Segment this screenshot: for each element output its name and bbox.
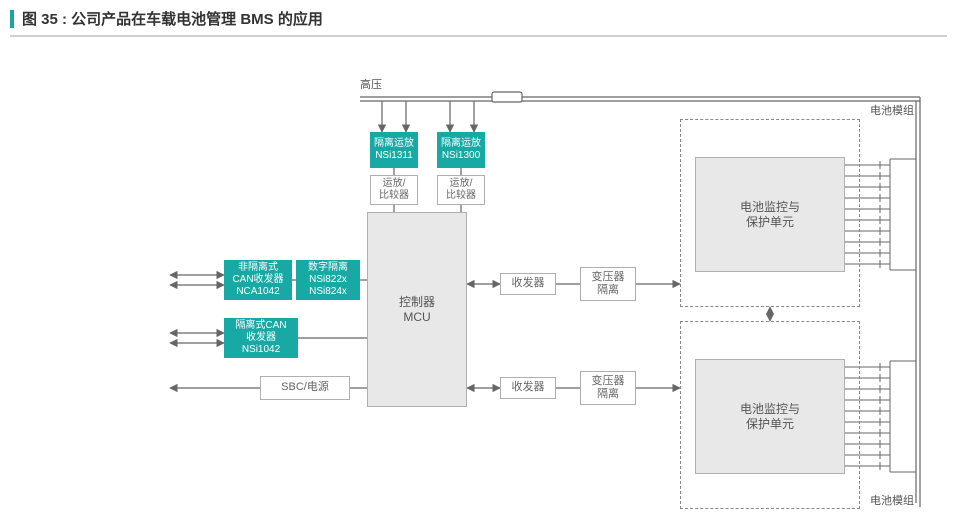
block-iso-opamp-nsi1311: 隔离运放 NSi1311	[370, 132, 418, 168]
figure-title: 图 35 : 公司产品在车载电池管理 BMS 的应用	[22, 8, 323, 29]
block-digital-iso: 数字隔离 NSi822x NSi824x	[296, 260, 360, 300]
diagram-canvas: 高压 隔离运放 NSi1311 隔离运放 NSi1300 运放/ 比较器 运放/…	[0, 37, 957, 517]
label-high-voltage: 高压	[360, 79, 400, 93]
title-accent-mark	[10, 10, 14, 28]
block-opamp-comparator-2: 运放/ 比较器	[437, 175, 485, 205]
block-sbc: SBC/电源	[260, 376, 350, 400]
figure-title-bar: 图 35 : 公司产品在车载电池管理 BMS 的应用	[0, 0, 957, 35]
block-iso-can: 隔离式CAN 收发器 NSi1042	[224, 318, 298, 358]
block-mcu: 控制器 MCU	[367, 212, 467, 407]
block-iso-opamp-nsi1300: 隔离运放 NSi1300	[437, 132, 485, 168]
block-xfmr-iso-1: 变压器 隔离	[580, 267, 636, 301]
block-noniso-can: 非隔离式 CAN收发器 NCA1042	[224, 260, 292, 300]
label-battery-module-1: 电池模组	[862, 105, 922, 119]
block-bmu-1: 电池监控与 保护单元	[695, 157, 845, 272]
label-battery-module-2: 电池模组	[862, 495, 922, 509]
block-transceiver-1: 收发器	[500, 273, 556, 295]
block-transceiver-2: 收发器	[500, 377, 556, 399]
block-xfmr-iso-2: 变压器 隔离	[580, 371, 636, 405]
block-opamp-comparator-1: 运放/ 比较器	[370, 175, 418, 205]
block-bmu-2: 电池监控与 保护单元	[695, 359, 845, 474]
